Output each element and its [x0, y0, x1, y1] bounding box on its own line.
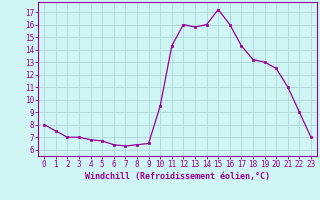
- X-axis label: Windchill (Refroidissement éolien,°C): Windchill (Refroidissement éolien,°C): [85, 172, 270, 181]
